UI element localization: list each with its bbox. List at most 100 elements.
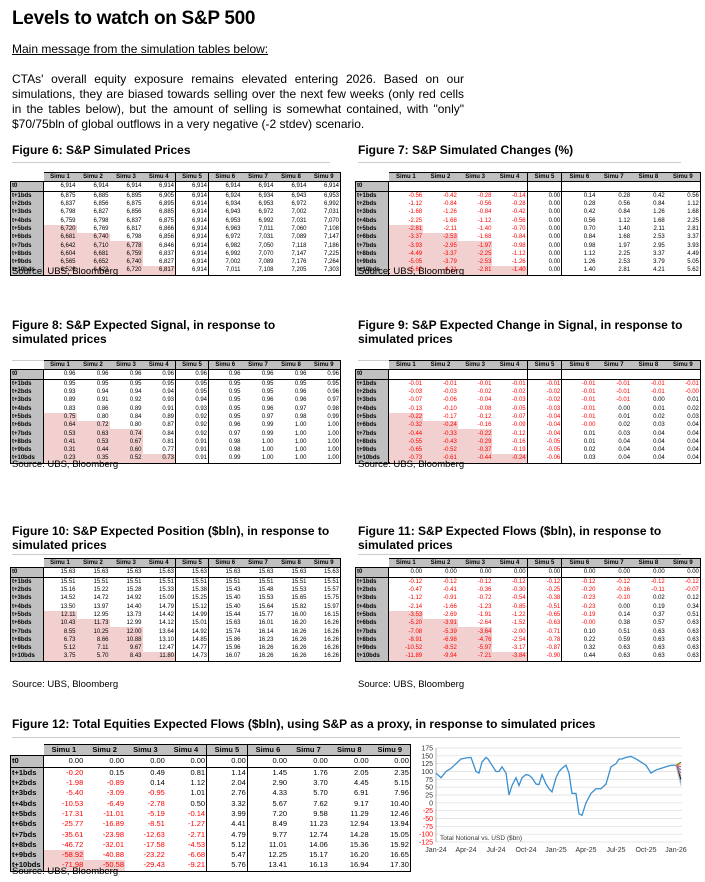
table-row: t+10bds 6,526 6,623 6,720 6,817 6,914 7,011 7,1… bbox=[10, 266, 341, 276]
table-cell: 16.26 bbox=[291, 636, 307, 643]
table-cell: 7,031 bbox=[307, 208, 341, 217]
column-header: Simu 7 bbox=[241, 171, 275, 183]
table-cell: -23.22 bbox=[143, 850, 165, 860]
column-header: Simu 7 bbox=[241, 557, 275, 569]
table-cell: 0.00 bbox=[527, 191, 563, 200]
column-header: Simu 6 bbox=[247, 743, 289, 757]
table-cell: -3.93 bbox=[388, 241, 424, 250]
table-cell: 0.95 bbox=[129, 380, 142, 387]
table-cell: 6,992 bbox=[307, 199, 341, 209]
table-cell: -0.70 bbox=[492, 224, 528, 234]
table-cell: -0.05 bbox=[527, 445, 563, 455]
table-row: t+2bds -1.98 -0.89 0.14 1.12 2.04 2.90 3.70 4.45… bbox=[10, 777, 411, 789]
table-row: t+4bds -2.25 -1.68 -1.12 -0.56 0.00 0.56 1.12 1.… bbox=[355, 216, 701, 225]
table-cell: 16.26 bbox=[291, 645, 307, 652]
table-cell: -0.12 bbox=[665, 577, 701, 586]
header-row: Simu 1 Simu 2 Simu 3 Simu 4 Simu 5 Simu 6 Simu… bbox=[355, 557, 701, 569]
table-cell: 0.44 bbox=[76, 445, 110, 455]
table-cell: 6,856 bbox=[93, 201, 109, 208]
table-cell: 15.82 bbox=[291, 603, 307, 610]
y-tick-label: 175 bbox=[421, 746, 433, 753]
table-cell: 1.12 bbox=[583, 250, 596, 257]
table-cell: 7.11 bbox=[76, 643, 110, 653]
table-cell: -5.19 bbox=[147, 808, 165, 818]
table-cell: 13.94 bbox=[369, 819, 411, 830]
table-cell: 14.72 bbox=[93, 595, 109, 602]
table-cell: -0.98 bbox=[492, 241, 528, 250]
table-cell: -1.66 bbox=[443, 603, 457, 610]
row-label: t+7bds bbox=[355, 627, 389, 636]
table-cell: 15.96 bbox=[225, 645, 241, 652]
table-cell: 6,972 bbox=[258, 209, 274, 216]
column-header: Simu 3 bbox=[125, 743, 166, 757]
table-cell: 6.73 bbox=[43, 635, 77, 644]
table-row: t+4bds 0.83 0.86 0.89 0.91 0.93 0.95 0.96 0.97 0.… bbox=[10, 404, 341, 413]
column-header: Simu 6 bbox=[561, 359, 597, 371]
table-cell: -0.55 bbox=[388, 437, 424, 446]
table-cell: 0.14 bbox=[618, 611, 631, 618]
table-row: t0 bbox=[355, 181, 701, 192]
table-row: t+4bds -0.13 -0.10 -0.08 -0.05 -0.03 -0.01 0.00… bbox=[355, 404, 701, 413]
table-cell: 6,953 bbox=[225, 217, 241, 224]
table-cell: 0.89 bbox=[129, 405, 142, 412]
table-row: t+7bds -35.61 -23.98 -12.63 -2.71 4.79 9.77 12.… bbox=[10, 829, 411, 840]
table-cell: 15.63 bbox=[175, 567, 209, 578]
table-cell: 5.12 bbox=[43, 643, 77, 653]
table-cell: -9.21 bbox=[165, 860, 208, 872]
simulation-path bbox=[675, 765, 682, 786]
table-cell: 0.00 bbox=[43, 755, 85, 768]
header-row: Simu 1 Simu 2 Simu 3 Simu 4 Simu 5 Simu 6 Simu… bbox=[10, 557, 341, 569]
table-cell: -0.25 bbox=[527, 585, 563, 595]
table-cell: 6,934 bbox=[225, 201, 241, 208]
table-cell: -0.42 bbox=[443, 192, 457, 199]
table-cell: 1.40 bbox=[618, 225, 631, 232]
table-cell: -58.92 bbox=[43, 849, 85, 861]
table-cell: 6,604 bbox=[43, 249, 77, 258]
table-cell: -0.02 bbox=[527, 396, 563, 405]
table-cell: 6,914 bbox=[241, 181, 275, 192]
table-cell: 15.28 bbox=[126, 587, 142, 594]
table-cell: -0.85 bbox=[492, 602, 528, 611]
table-cell: 1.00 bbox=[261, 438, 274, 445]
column-header: Simu 2 bbox=[423, 557, 458, 569]
table-row: t+8bds 6,604 6,681 6,759 6,837 6,914 6,992 7,07… bbox=[10, 249, 341, 258]
table-cell: -0.03 bbox=[408, 389, 423, 396]
column-header: Simu 8 bbox=[274, 557, 308, 569]
table-cell: 6,914 bbox=[142, 181, 176, 192]
table-cell: 0.98 bbox=[307, 404, 341, 413]
table-cell: 0.02 bbox=[583, 447, 596, 454]
table-cell: 0.04 bbox=[618, 438, 631, 445]
table-row: t+2bds 6,837 6,856 6,875 6,895 6,914 6,934 6,95… bbox=[10, 199, 341, 209]
divider bbox=[12, 162, 330, 163]
table-row: t+2bds 15.16 15.22 15.28 15.33 15.38 15.43 15.4… bbox=[10, 585, 341, 595]
column-header: Simu 8 bbox=[328, 743, 370, 757]
row-label: t+8bds bbox=[10, 839, 44, 850]
table-cell: 0.44 bbox=[561, 652, 597, 662]
table-cell: 0.81 bbox=[142, 437, 176, 446]
table-cell: -0.29 bbox=[457, 437, 493, 446]
table-cell: 0.99 bbox=[261, 430, 274, 437]
table-cell: 6,914 bbox=[175, 191, 209, 200]
table-cell: 3.37 bbox=[665, 233, 701, 242]
table-cell: -0.12 bbox=[651, 578, 665, 585]
table-cell: 1.00 bbox=[307, 445, 341, 455]
table-cell: 5.47 bbox=[206, 849, 248, 861]
table-cell: -3.84 bbox=[492, 652, 528, 662]
fig11-title: Figure 11: S&P Expected Flows ($bln), in… bbox=[358, 524, 662, 552]
table-cell: 12.25 bbox=[268, 850, 288, 860]
table-cell: 0.56 bbox=[665, 191, 701, 200]
table-cell: 15.01 bbox=[175, 619, 209, 628]
table-cell: -2.69 bbox=[443, 611, 457, 618]
table-cell: 0.38 bbox=[618, 620, 631, 627]
table-cell: -35.61 bbox=[61, 829, 84, 839]
table-cell: 1.26 bbox=[653, 209, 665, 216]
table-cell: -11.89 bbox=[388, 652, 424, 662]
series-line-total-notional bbox=[435, 755, 676, 817]
header-row: Simu 1 Simu 2 Simu 3 Simu 4 Simu 5 Simu 6 Simu… bbox=[10, 743, 411, 757]
table-cell: 0.96 bbox=[307, 387, 341, 397]
table-row: t+5bds -2.81 -2.11 -1.40 -0.70 0.00 0.70 1.40 2.… bbox=[355, 224, 701, 234]
table-cell: 0.04 bbox=[631, 454, 666, 464]
table-row: t+9bds 5.12 7.11 9.67 12.47 14.77 15.96 16.26 16… bbox=[10, 643, 341, 653]
table-cell: 15.53 bbox=[258, 595, 274, 602]
column-header: Simu 5 bbox=[527, 557, 563, 569]
